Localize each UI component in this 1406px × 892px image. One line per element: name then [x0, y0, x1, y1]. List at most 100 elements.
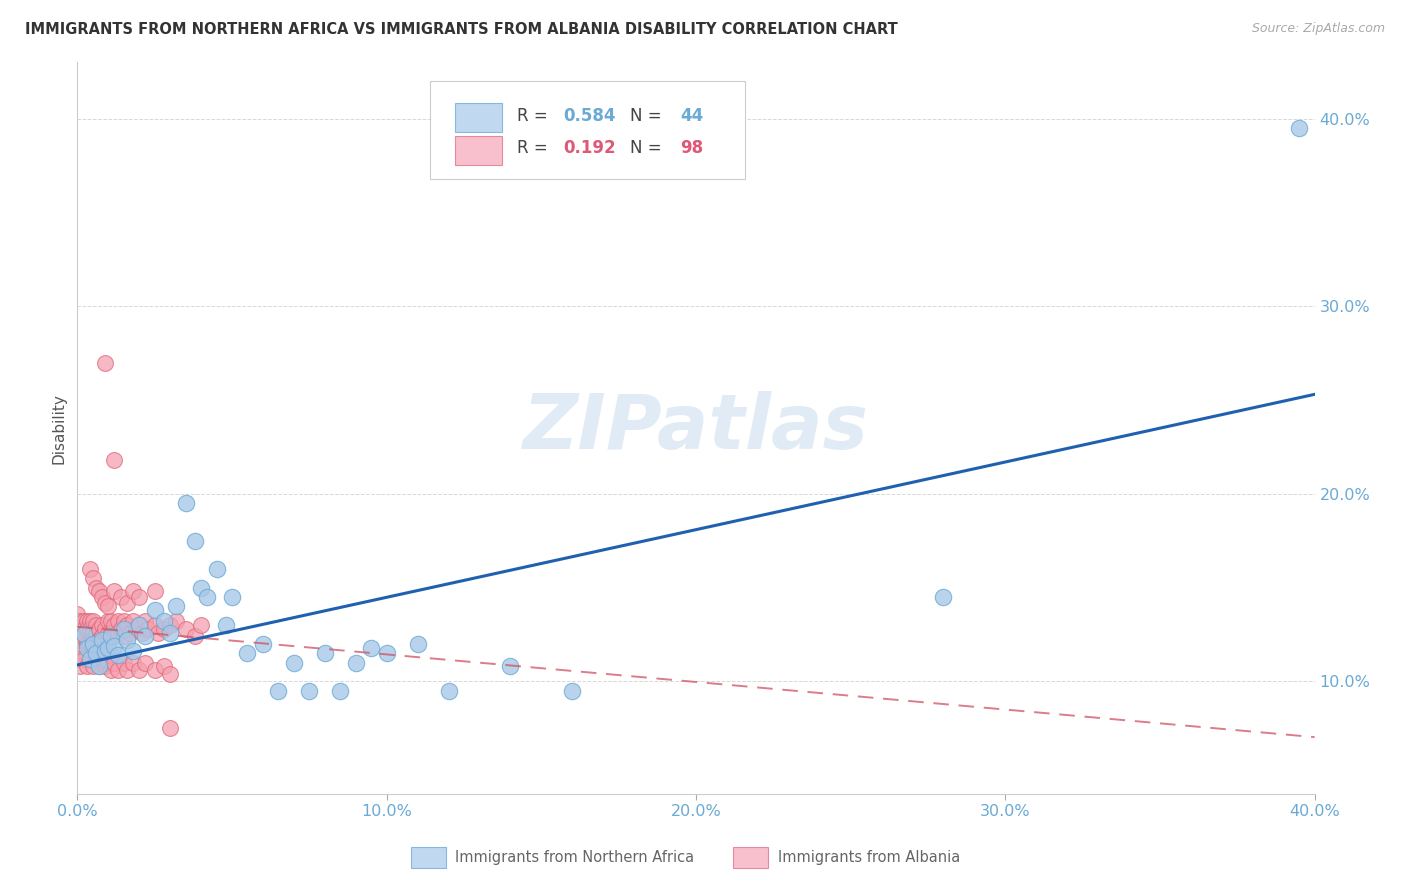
Point — [94, 355, 117, 369]
Point — [165, 599, 187, 614]
Point — [84, 618, 107, 632]
Point — [283, 656, 305, 670]
Point — [72, 622, 94, 636]
Point — [115, 633, 138, 648]
Text: Source: ZipAtlas.com: Source: ZipAtlas.com — [1251, 22, 1385, 36]
Point — [174, 496, 197, 510]
Point — [87, 659, 110, 673]
Point — [97, 625, 120, 640]
Point — [76, 622, 98, 636]
Point — [437, 683, 460, 698]
Point — [134, 615, 156, 629]
Point — [112, 629, 135, 643]
Point — [190, 581, 212, 595]
Text: 44: 44 — [681, 107, 703, 125]
FancyBboxPatch shape — [454, 103, 502, 132]
Point — [143, 663, 166, 677]
Point — [69, 622, 91, 636]
Point — [122, 584, 145, 599]
Point — [66, 652, 89, 666]
Point — [69, 629, 91, 643]
Point — [82, 637, 104, 651]
Point — [159, 625, 181, 640]
FancyBboxPatch shape — [412, 847, 446, 869]
Point — [128, 618, 150, 632]
Point — [267, 683, 290, 698]
Point — [72, 627, 94, 641]
Point — [94, 644, 117, 658]
Point — [103, 629, 125, 643]
Point — [87, 622, 110, 636]
Point — [298, 683, 321, 698]
Point — [76, 640, 98, 655]
Point — [131, 625, 153, 640]
Point — [91, 590, 114, 604]
Point — [91, 652, 114, 666]
Point — [94, 633, 117, 648]
Point — [125, 622, 148, 636]
Point — [82, 571, 104, 585]
Point — [205, 562, 228, 576]
Point — [143, 584, 166, 599]
Point — [153, 659, 176, 673]
Point — [215, 618, 238, 632]
Point — [91, 629, 114, 643]
Point — [329, 683, 352, 698]
Point — [165, 615, 187, 629]
FancyBboxPatch shape — [454, 136, 502, 165]
Point — [314, 646, 336, 660]
Point — [79, 637, 101, 651]
Point — [153, 615, 176, 629]
Point — [107, 615, 129, 629]
Point — [69, 659, 91, 673]
Point — [103, 656, 125, 670]
Point — [110, 590, 132, 604]
Point — [103, 639, 125, 653]
Point — [159, 666, 181, 681]
Point — [100, 663, 122, 677]
FancyBboxPatch shape — [430, 81, 745, 179]
Point — [79, 652, 101, 666]
Point — [79, 562, 101, 576]
Point — [76, 659, 98, 673]
Point — [499, 659, 522, 673]
Point — [103, 584, 125, 599]
Point — [100, 625, 122, 640]
Point — [72, 629, 94, 643]
Text: IMMIGRANTS FROM NORTHERN AFRICA VS IMMIGRANTS FROM ALBANIA DISABILITY CORRELATIO: IMMIGRANTS FROM NORTHERN AFRICA VS IMMIG… — [25, 22, 898, 37]
Point — [159, 721, 181, 735]
Point — [94, 659, 117, 673]
Point — [146, 625, 169, 640]
Point — [87, 646, 110, 660]
Point — [79, 652, 101, 666]
Point — [122, 656, 145, 670]
Point — [66, 622, 89, 636]
Point — [128, 663, 150, 677]
Y-axis label: Disability: Disability — [51, 392, 66, 464]
Point — [221, 590, 243, 604]
Point — [344, 656, 367, 670]
Point — [91, 644, 114, 658]
Point — [118, 625, 141, 640]
Point — [84, 646, 107, 660]
Point — [932, 590, 955, 604]
Point — [143, 603, 166, 617]
Point — [72, 615, 94, 629]
Point — [76, 637, 98, 651]
Point — [97, 640, 120, 655]
Text: N =: N = — [630, 139, 668, 157]
Point — [69, 615, 91, 629]
Point — [252, 637, 274, 651]
Point — [79, 615, 101, 629]
Point — [82, 633, 104, 648]
Point — [159, 618, 181, 632]
Point — [87, 659, 110, 673]
FancyBboxPatch shape — [733, 847, 768, 869]
Point — [76, 615, 98, 629]
Point — [128, 618, 150, 632]
Point — [153, 622, 176, 636]
Point — [87, 633, 110, 648]
Point — [84, 652, 107, 666]
Point — [138, 622, 160, 636]
Point — [103, 453, 125, 467]
